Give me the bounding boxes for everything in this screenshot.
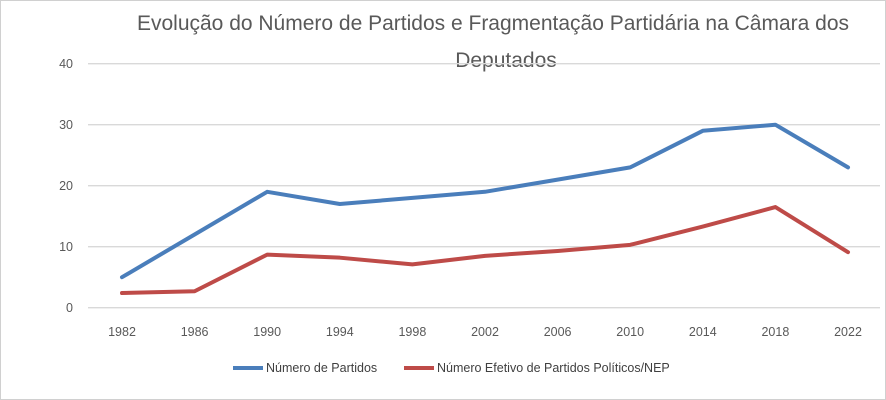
y-tick-label: 20: [59, 179, 73, 193]
x-tick-label: 1990: [253, 325, 281, 339]
x-tick-label: 2006: [544, 325, 572, 339]
y-tick-label: 30: [59, 118, 73, 132]
y-tick-label: 40: [59, 57, 73, 71]
chart-title-line-2: Deputados: [455, 49, 557, 72]
series-line-2: [120, 205, 850, 296]
legend-label: Número de Partidos: [266, 361, 377, 375]
x-tick-label: 1986: [181, 325, 209, 339]
x-tick-label: 2014: [689, 325, 717, 339]
x-tick-label: 1982: [108, 325, 136, 339]
legend-label: Número Efetivo de Partidos Políticos/NEP: [437, 361, 670, 375]
x-tick-label: 2002: [471, 325, 499, 339]
x-tick-label: 2018: [761, 325, 789, 339]
y-tick-label: 0: [66, 301, 73, 315]
x-tick-label: 2010: [616, 325, 644, 339]
x-tick-label: 2022: [834, 325, 862, 339]
y-tick-label: 10: [59, 240, 73, 254]
x-tick-label: 1998: [398, 325, 426, 339]
x-tick-label: 1994: [326, 325, 354, 339]
chart-title-line-1: Evolução do Número de Partidos e Fragmen…: [137, 12, 849, 35]
